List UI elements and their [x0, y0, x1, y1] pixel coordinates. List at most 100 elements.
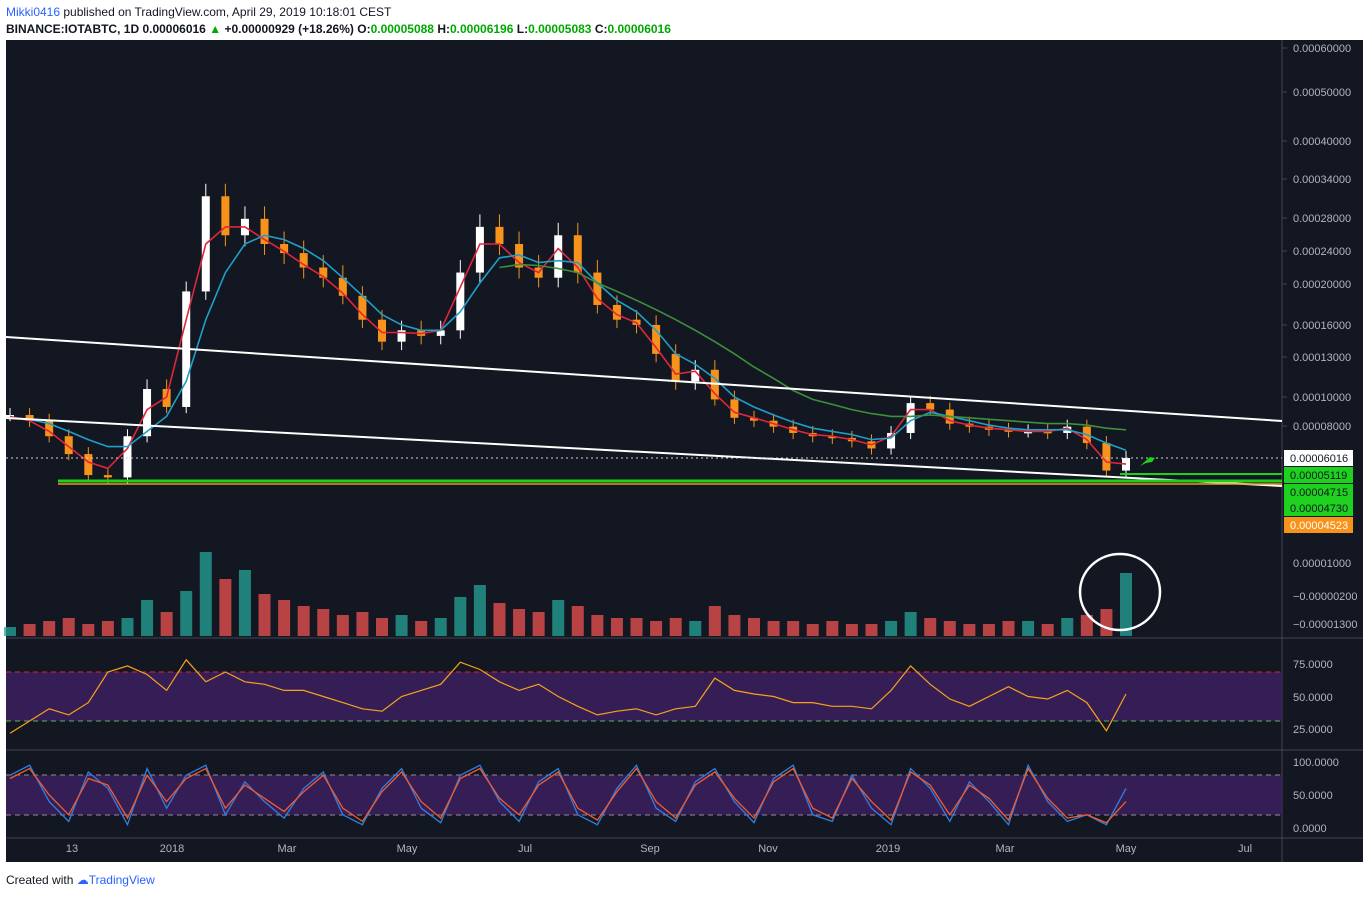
time-tick-label: Mar [996, 843, 1015, 855]
price-badge-label: 0.00004730 [1290, 503, 1348, 515]
high-value: 0.00006196 [450, 22, 514, 36]
candle-body [162, 388, 171, 407]
candle-body [84, 454, 93, 476]
volume-bar [1041, 624, 1054, 636]
price-badge-bg [1284, 467, 1353, 483]
volume-bar [708, 606, 721, 636]
volume-bar [826, 621, 839, 636]
created-with-text: Created with [6, 873, 74, 887]
volume-bar [865, 624, 878, 636]
price-tick-label: 0.00024000 [1293, 246, 1351, 258]
lower-trendline[interactable] [5, 417, 1283, 487]
volume-bar [982, 624, 995, 636]
stoch-k-line [9, 763, 1127, 827]
volume-bar [591, 615, 604, 636]
candle-body [593, 272, 602, 305]
volume-bar [904, 612, 917, 636]
sub-tick-label: 0.00001000 [1293, 558, 1351, 570]
footer: Created with ☁TradingView [6, 873, 155, 887]
volume-bar [963, 624, 976, 636]
price-change: +0.00000929 (+18.26%) [224, 22, 354, 36]
volume-bar [376, 618, 388, 636]
candle-body [25, 415, 34, 421]
sub-axis-labels: 0.00001000 −0.00000200 −0.00001300 75.0000 5… [1293, 558, 1358, 835]
candle-body [1043, 431, 1052, 434]
rocket-icon [1140, 457, 1155, 466]
candle-body [554, 235, 563, 278]
volume-bar [610, 618, 623, 636]
price-badge-bg [1284, 500, 1353, 516]
candle-body [671, 353, 680, 382]
sub-tick-label: 25.0000 [1293, 724, 1333, 736]
volume-bar [101, 621, 114, 636]
volume-bar [297, 606, 310, 636]
close-label: C: [594, 22, 608, 36]
sub-tick-label: 75.0000 [1293, 659, 1333, 671]
price-badge-label: 0.00004715 [1290, 487, 1348, 499]
candle-body [1024, 431, 1033, 434]
tradingview-link[interactable]: TradingView [88, 873, 155, 887]
price-tick-label: 0.00020000 [1293, 279, 1351, 291]
volume-bar [317, 609, 330, 636]
volume-bar [434, 618, 447, 636]
price-tick-label: 0.00060000 [1293, 43, 1351, 55]
volume-bar [23, 624, 36, 636]
candle-body [221, 196, 230, 236]
volume-bar [630, 618, 643, 636]
volume-bar [689, 621, 702, 636]
published-text: published on TradingView.com, April 29, … [60, 5, 392, 19]
up-arrow-icon: ▲ [209, 22, 222, 36]
time-tick-label: May [1116, 843, 1137, 855]
upper-trendline[interactable] [5, 336, 1283, 422]
volume-bar [121, 618, 134, 636]
volume-bar [336, 615, 349, 636]
volume-bar [767, 621, 780, 636]
candle-body [828, 436, 837, 439]
volume-bar [493, 603, 506, 636]
sub-tick-label: 50.0000 [1293, 692, 1333, 704]
candle-body [64, 436, 73, 455]
time-tick-label: Nov [758, 843, 778, 855]
sub-tick-label: −0.00000200 [1293, 591, 1358, 603]
time-axis-labels: 13 2018 Mar May Jul Sep Nov 2019 Mar May Jul [66, 843, 1252, 855]
time-tick-label: Jul [518, 843, 532, 855]
high-label: H: [437, 22, 450, 36]
volume-bar [415, 621, 428, 636]
volume-bar [1100, 609, 1113, 636]
volume-bar [356, 612, 369, 636]
volume-bar [1002, 621, 1015, 636]
candle-body [1102, 443, 1111, 471]
candle-body [1004, 429, 1013, 432]
price-tick-label: 0.00010000 [1293, 392, 1351, 404]
candle-body [475, 226, 484, 273]
candle-body [6, 415, 14, 418]
sub-tick-label: 0.0000 [1293, 823, 1327, 835]
moving-average-line-3 [499, 263, 1127, 431]
volume-bar [571, 606, 584, 636]
price-badges: 0.00006016 0.00005119 0.00004715 0.00004730… [1284, 450, 1353, 533]
open-value: 0.00005088 [370, 22, 434, 36]
rsi-line-path [9, 658, 1127, 734]
volume-bar [454, 597, 467, 636]
volume-bar [199, 552, 212, 636]
candle-body [103, 475, 112, 478]
volume-bar [728, 615, 741, 636]
price-axis-labels: 0.00060000 0.00050000 0.00040000 0.00034000… [1282, 43, 1351, 433]
volume-bar [787, 621, 800, 636]
volume-bar [1022, 621, 1035, 636]
volume-bar [160, 612, 173, 636]
open-label: O: [357, 22, 371, 36]
volume-bar [669, 618, 682, 636]
candle-body [436, 330, 445, 336]
time-tick-label: Sep [640, 843, 660, 855]
time-tick-label: Jul [1238, 843, 1252, 855]
volume-highlight-circle[interactable] [1078, 552, 1162, 632]
volume-bar [1120, 573, 1132, 636]
volume-bar [924, 618, 937, 636]
author-link[interactable]: Mikki0416 [6, 5, 61, 19]
volume-bar [552, 600, 565, 636]
volume-bar [1080, 615, 1093, 636]
rsi-line [9, 658, 1127, 734]
candle-body [730, 399, 739, 418]
